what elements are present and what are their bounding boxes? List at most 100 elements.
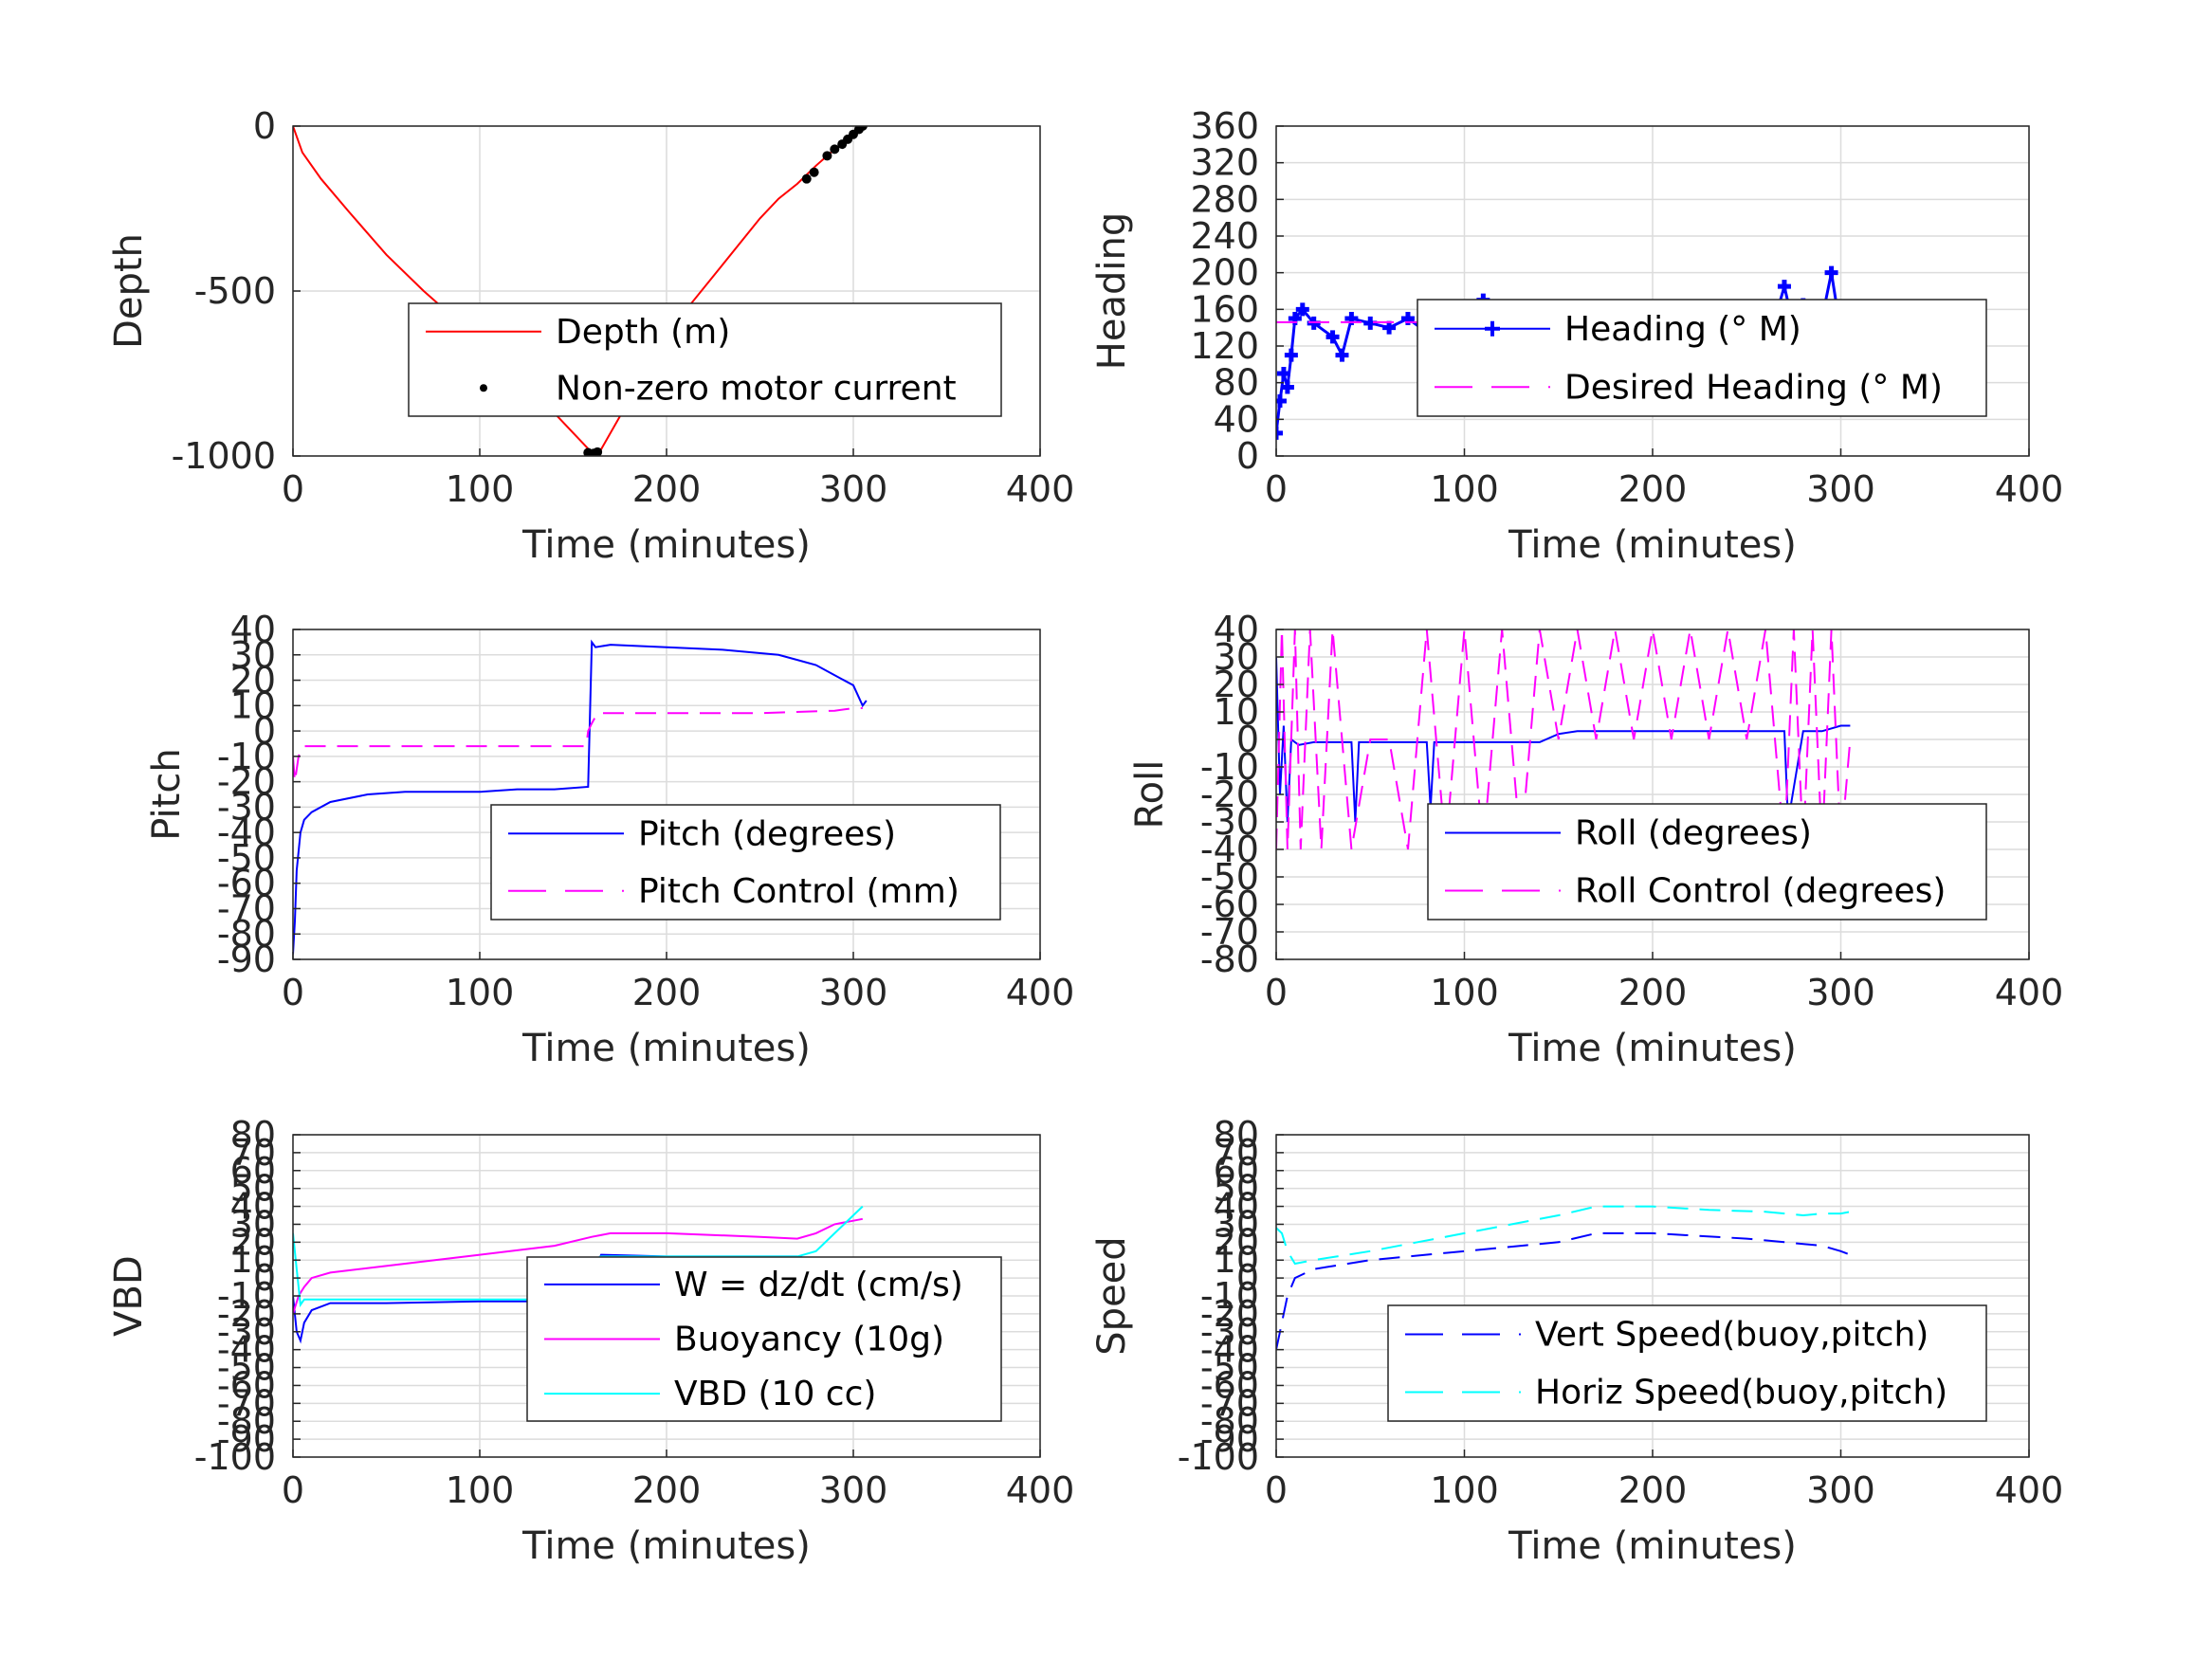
x-tick-label: 100 xyxy=(1430,972,1499,1013)
data-marker xyxy=(1325,330,1340,344)
series-line xyxy=(1276,656,1851,823)
y-tick-label: 60 xyxy=(1214,1150,1259,1192)
y-tick-label: 70 xyxy=(1214,1132,1259,1174)
y-tick-label: -10 xyxy=(217,1275,276,1317)
data-marker xyxy=(1382,320,1397,335)
data-marker xyxy=(1284,348,1298,362)
y-tick-label: -30 xyxy=(217,786,276,828)
y-tick-label: 280 xyxy=(1190,178,1259,220)
x-tick-label: 400 xyxy=(1006,972,1075,1013)
chart-panel-1: 0 100 200 300 400 -1000 -500 0 Time (minutes) Dep… xyxy=(107,105,1074,567)
y-tick-label: 0 xyxy=(1236,435,1259,477)
y-tick-label: -20 xyxy=(1200,1293,1259,1335)
x-tick-label: 300 xyxy=(819,1469,888,1511)
data-marker xyxy=(1295,302,1309,317)
legend-box xyxy=(408,302,1002,417)
legend-label: VBD (10 cc) xyxy=(674,1375,876,1413)
x-tick-label: 100 xyxy=(446,1469,515,1511)
y-tick-label: 40 xyxy=(1214,398,1259,440)
y-tick-label: -70 xyxy=(1200,1382,1259,1424)
legend: Depth (m) Non-zero motor current xyxy=(408,302,1002,417)
chart-panel-4: 0 100 200 300 400-80-70-60-50-40-30-20-10010… xyxy=(1128,609,2063,1070)
legend-label: Pitch (degrees) xyxy=(638,814,896,853)
data-point xyxy=(857,126,868,131)
y-tick-label: -30 xyxy=(1200,801,1259,843)
x-tick-label: 400 xyxy=(1006,468,1075,510)
series-group xyxy=(1276,629,1852,850)
data-point xyxy=(593,447,603,456)
chart-panel-3: 0 100 200 300 400-90-80-70-60-50-40-30-20-10… xyxy=(145,609,1074,1070)
y-tick-label: 50 xyxy=(230,1168,276,1210)
legend-label: Non-zero motor current xyxy=(556,369,957,408)
y-tick-label: -90 xyxy=(217,939,276,980)
y-tick-label: -50 xyxy=(217,1347,276,1389)
x-tick-label: 100 xyxy=(1430,468,1499,510)
data-marker xyxy=(1276,367,1290,380)
series-group xyxy=(293,126,868,456)
y-tick-label: -30 xyxy=(217,1311,276,1353)
chart-panel-2: 0 100 200 300 40004080120160200240280320360T… xyxy=(1090,105,2063,567)
x-axis-label: Time (minutes) xyxy=(1508,1524,1797,1568)
y-tick-label: 80 xyxy=(1214,1114,1259,1156)
x-tick-label: 0 xyxy=(282,1469,304,1511)
y-tick-label: -100 xyxy=(194,1436,276,1478)
x-tick-label: 200 xyxy=(1618,1469,1688,1511)
series-line xyxy=(1276,1205,1851,1266)
legend-label: Desired Heading (° M) xyxy=(1564,368,1943,407)
y-tick-label: 0 xyxy=(253,710,276,752)
chart-panel-5: 0 100 200 300 400-100-90-80-70-60-50-40-30-2… xyxy=(107,1114,1074,1568)
legend: Pitch (degrees) Pitch Control (mm) xyxy=(490,804,1001,921)
y-tick-label: 30 xyxy=(230,1203,276,1245)
legend-label: Pitch Control (mm) xyxy=(638,872,960,911)
y-tick-label: -10 xyxy=(1200,1275,1259,1317)
y-tick-label: -60 xyxy=(1200,884,1259,925)
x-tick-label: 0 xyxy=(1265,468,1288,510)
x-tick-label: 200 xyxy=(632,1469,702,1511)
y-tick-label: 40 xyxy=(1214,609,1259,650)
x-axis-label: Time (minutes) xyxy=(1508,523,1797,567)
y-tick-label: -80 xyxy=(217,913,276,955)
y-tick-label: 240 xyxy=(1190,215,1259,257)
data-point xyxy=(809,167,819,177)
y-tick-label: -80 xyxy=(1200,939,1259,980)
y-tick-label: -10 xyxy=(217,736,276,777)
legend: W = dz/dt (cm/s) Buoyancy (10g) VBD (10 cc… xyxy=(526,1256,1002,1422)
x-tick-label: 100 xyxy=(1430,1469,1499,1511)
y-tick-label: 60 xyxy=(230,1150,276,1192)
y-tick-label: 80 xyxy=(230,1114,276,1156)
legend: Vert Speed(buoy,pitch) Horiz Speed(buoy,p… xyxy=(1387,1304,1987,1422)
legend-box xyxy=(1427,803,1987,921)
y-tick-label: -80 xyxy=(217,1400,276,1442)
data-point xyxy=(830,144,840,155)
legend: Heading (° M) Desired Heading (° M) xyxy=(1417,299,1987,417)
y-tick-label: -20 xyxy=(217,1293,276,1335)
legend-label: Heading (° M) xyxy=(1564,310,1801,349)
x-tick-label: 200 xyxy=(632,468,702,510)
legend-box xyxy=(490,804,1001,921)
x-tick-label: 200 xyxy=(1618,468,1688,510)
y-axis-label: Pitch xyxy=(145,748,189,840)
y-tick-label: -20 xyxy=(1200,774,1259,815)
y-tick-label: 70 xyxy=(230,1132,276,1174)
y-tick-label: 10 xyxy=(1214,1239,1259,1281)
y-axis-label: Heading xyxy=(1090,212,1134,370)
x-tick-label: 300 xyxy=(819,468,888,510)
legend-label: Vert Speed(buoy,pitch) xyxy=(1535,1316,1929,1355)
y-tick-label: -40 xyxy=(217,811,276,853)
data-point xyxy=(801,173,812,184)
y-tick-label: -90 xyxy=(217,1418,276,1460)
legend: Roll (degrees) Roll Control (degrees) xyxy=(1427,803,1987,921)
y-tick-label: 0 xyxy=(253,105,276,147)
legend-swatch xyxy=(480,384,487,392)
x-tick-label: 400 xyxy=(1006,1469,1075,1511)
x-tick-label: 300 xyxy=(1806,972,1875,1013)
y-tick-label: 360 xyxy=(1190,105,1259,147)
y-tick-label: -90 xyxy=(1200,1418,1259,1460)
series-line xyxy=(293,707,863,782)
data-marker xyxy=(1824,265,1838,280)
data-point xyxy=(822,151,832,161)
y-tick-label: 50 xyxy=(1214,1168,1259,1210)
x-tick-label: 0 xyxy=(1265,972,1288,1013)
y-tick-label: 0 xyxy=(253,1257,276,1299)
